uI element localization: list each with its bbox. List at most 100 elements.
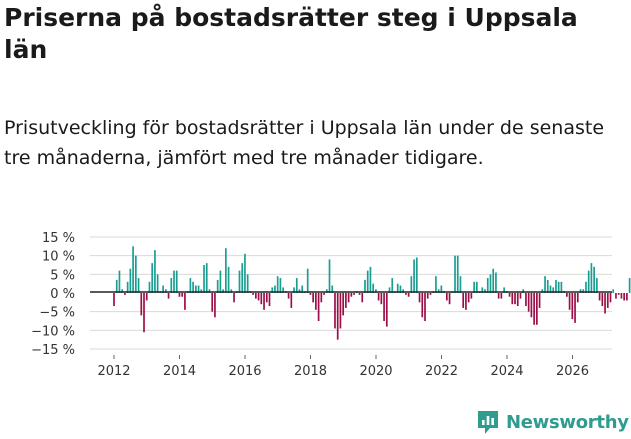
- bar: [566, 293, 568, 297]
- bar: [388, 287, 391, 293]
- bar: [405, 293, 407, 295]
- bar: [617, 293, 620, 295]
- bar: [609, 293, 612, 303]
- bar: [385, 293, 388, 327]
- bar: [197, 285, 200, 293]
- x-tick-label: 2016: [228, 364, 261, 379]
- bar: [527, 293, 530, 312]
- bar: [184, 293, 186, 310]
- bar: [560, 281, 563, 293]
- bar: [214, 293, 216, 318]
- bar: [134, 255, 137, 293]
- bar: [552, 287, 555, 293]
- bar: [265, 293, 268, 303]
- bar: [361, 293, 364, 303]
- bar: [148, 281, 151, 293]
- bar: [549, 285, 552, 293]
- bar: [203, 265, 205, 293]
- bar: [167, 293, 170, 299]
- bar: [626, 293, 628, 301]
- bar: [298, 289, 301, 293]
- bar: [178, 293, 181, 297]
- bar: [137, 278, 140, 293]
- bar: [396, 283, 399, 293]
- bar: [522, 289, 525, 293]
- y-tick-label: −5 %: [39, 306, 75, 321]
- bar: [503, 287, 505, 293]
- bar: [369, 266, 372, 293]
- bar: [615, 293, 617, 299]
- bar: [227, 266, 230, 293]
- bar: [334, 293, 336, 329]
- bar: [544, 276, 546, 293]
- bar: [151, 263, 154, 293]
- bar: [274, 285, 276, 293]
- bar: [336, 293, 339, 340]
- bar: [164, 289, 167, 293]
- bar: [486, 278, 489, 293]
- bar: [519, 293, 522, 299]
- bar: [377, 293, 380, 301]
- bar: [364, 279, 366, 293]
- bar: [574, 293, 576, 323]
- bar: [415, 257, 418, 293]
- bar: [219, 270, 222, 293]
- bar: [366, 270, 369, 293]
- bar: [536, 293, 538, 325]
- bar: [290, 293, 293, 308]
- bar: [497, 293, 500, 299]
- x-tick-label: 2024: [490, 364, 523, 379]
- bar: [492, 268, 495, 293]
- bar: [241, 263, 244, 293]
- bar: [372, 283, 375, 293]
- x-tick-label: 2020: [359, 364, 392, 379]
- bar: [323, 293, 325, 295]
- bar: [129, 268, 132, 293]
- bar: [399, 285, 402, 293]
- bar: [598, 293, 601, 301]
- bar: [410, 276, 413, 293]
- bar: [260, 293, 263, 305]
- bar: [421, 293, 424, 318]
- bar: [345, 293, 347, 308]
- bar: [211, 293, 214, 312]
- bar: [208, 289, 211, 293]
- bar: [216, 279, 219, 293]
- bar: [546, 279, 549, 293]
- bar: [263, 293, 265, 310]
- bar: [612, 289, 615, 293]
- bar: [331, 285, 334, 293]
- bar: [448, 293, 451, 305]
- bar: [426, 293, 429, 299]
- bar: [606, 293, 609, 308]
- bar: [383, 293, 385, 321]
- bar: [445, 293, 448, 301]
- bar: [192, 281, 194, 293]
- bar: [132, 246, 134, 293]
- bar: [230, 289, 233, 293]
- bar: [328, 259, 331, 293]
- bar: [620, 293, 623, 299]
- bar: [145, 293, 148, 301]
- bar: [418, 293, 421, 303]
- bar: [413, 259, 415, 293]
- bar: [623, 293, 625, 301]
- bar: [162, 285, 164, 293]
- bar: [604, 293, 606, 314]
- x-axis: 2012 2014 2016 2018 2020 2022 2024 2026: [97, 355, 589, 379]
- y-tick-label: 0 %: [50, 287, 75, 302]
- bar: [587, 270, 590, 293]
- x-tick-label: 2018: [294, 364, 327, 379]
- y-tick-label: 10 %: [42, 250, 75, 265]
- bar: [173, 270, 175, 293]
- bar: [380, 293, 383, 305]
- bar: [170, 278, 173, 293]
- bar: [579, 289, 582, 293]
- bar: [440, 285, 443, 293]
- bar: [317, 293, 320, 321]
- y-tick-label: −15 %: [31, 343, 75, 358]
- bar: [238, 270, 241, 293]
- bar: [315, 293, 317, 310]
- bar: [143, 293, 145, 333]
- bar: [205, 263, 208, 293]
